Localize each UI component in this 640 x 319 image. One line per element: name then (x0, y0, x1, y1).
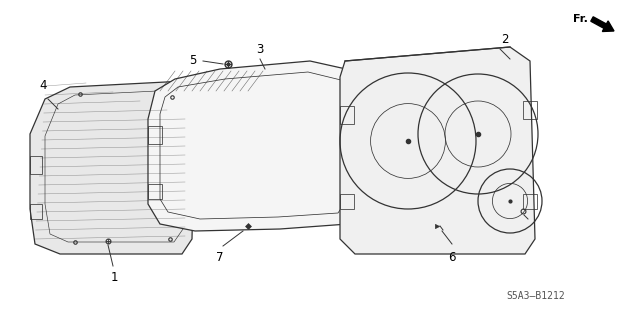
Bar (148, 184, 162, 199)
Text: S5A3–B1212: S5A3–B1212 (506, 291, 565, 301)
Bar (340, 194, 354, 209)
Bar (523, 101, 537, 119)
Bar (348, 126, 362, 144)
Text: 3: 3 (256, 43, 264, 56)
Text: 4: 4 (39, 79, 47, 92)
Bar (148, 126, 162, 144)
Text: 5: 5 (189, 55, 196, 68)
Polygon shape (340, 47, 535, 254)
Bar (183, 204, 195, 219)
Bar (340, 106, 354, 124)
Bar (30, 156, 42, 174)
Bar (348, 184, 362, 199)
Text: 2: 2 (501, 33, 509, 46)
Polygon shape (30, 81, 195, 254)
Text: 1: 1 (110, 271, 118, 284)
FancyArrow shape (591, 17, 614, 32)
Text: 7: 7 (216, 251, 224, 264)
Text: 6: 6 (448, 251, 456, 264)
Text: Fr.: Fr. (573, 14, 588, 24)
Polygon shape (148, 61, 360, 231)
Bar (30, 204, 42, 219)
Bar (523, 194, 537, 209)
Bar (183, 156, 195, 174)
